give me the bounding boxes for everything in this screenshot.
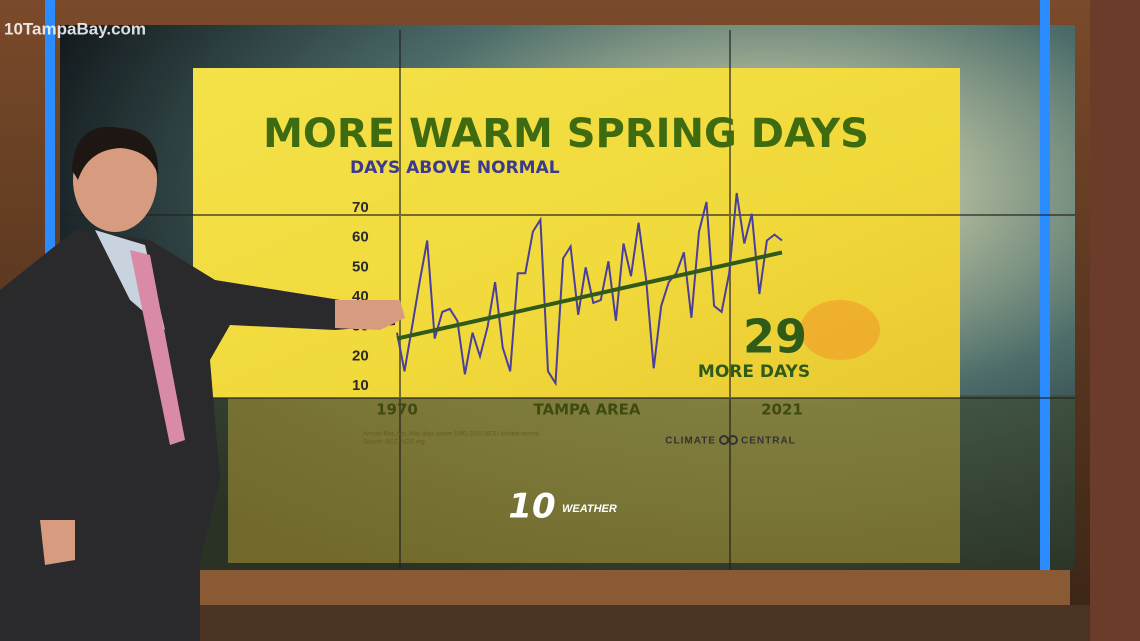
- video-wall-lower: [60, 395, 1075, 570]
- wood-ledge: [60, 570, 1070, 605]
- y-tick-label: 60: [352, 229, 369, 246]
- trend-line: [396, 250, 783, 341]
- presenter: [0, 126, 405, 641]
- footnote: Annual Mar, Apr, May days above 1991-202…: [363, 432, 539, 438]
- station-logo-text: WEATHER: [562, 503, 617, 515]
- x-axis-label: TAMPA AREA: [533, 401, 640, 419]
- y-tick-label: 70: [352, 199, 369, 216]
- flower: [800, 300, 880, 360]
- x-tick-label: 2021: [761, 401, 803, 419]
- watermark: 10TampaBay.com: [4, 19, 146, 38]
- footnote: Source: RCC-ACIS.org: [363, 440, 425, 446]
- data-line: [396, 192, 783, 387]
- y-tick-label: 10: [352, 377, 369, 394]
- annotation-text: MORE DAYS: [698, 362, 810, 382]
- credit: CLIMATE: [665, 436, 716, 447]
- brick-wall: [1090, 0, 1140, 641]
- chart-title: MORE WARM SPRING DAYS: [263, 111, 869, 157]
- blue-light-right: [1040, 0, 1050, 620]
- credit-icon: [719, 435, 738, 445]
- monitor-seams: [60, 30, 1075, 570]
- credit: CENTRAL: [741, 436, 796, 447]
- x-tick-label: 1970: [376, 401, 418, 419]
- graphic-lower: [228, 398, 960, 563]
- chart-subtitle: DAYS ABOVE NORMAL: [350, 158, 560, 178]
- y-tick-label: 20: [352, 347, 369, 364]
- annotation-number: 29: [743, 310, 807, 364]
- station-logo-number: 10: [508, 487, 555, 527]
- y-tick-label: 50: [352, 258, 369, 275]
